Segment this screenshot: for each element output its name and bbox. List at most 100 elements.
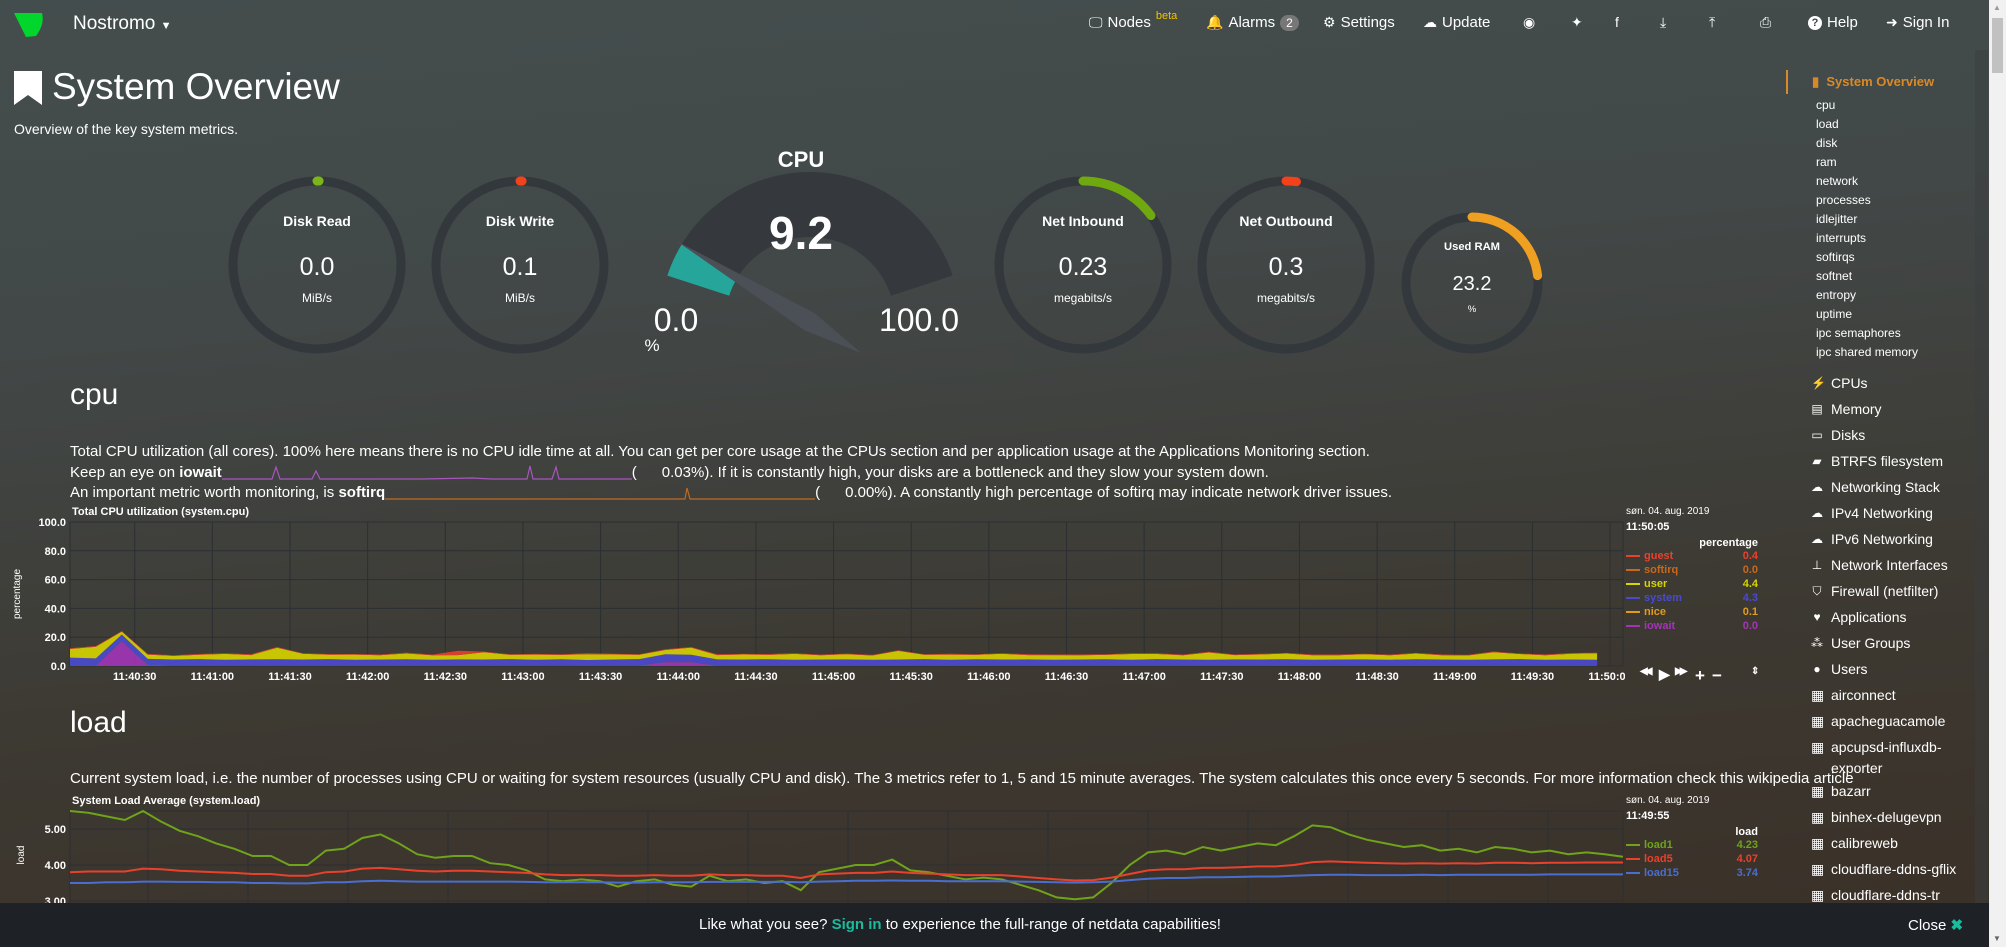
nav-update-button[interactable]: ☁ Update [1423,14,1490,31]
signin-link[interactable]: Sign in [831,916,882,933]
scroll-down-icon[interactable]: ▼ [1993,934,2001,943]
sidebar-subitem-load[interactable]: load [1816,117,1839,131]
sidebar-section-networking-stack[interactable]: ☁ Networking Stack [1811,479,1940,495]
sidebar-app-cloudflare-ddns-tr[interactable]: ▦ cloudflare-ddns-tr [1811,887,1961,906]
iowait-note: Keep an eye on iowait ( 0.03%). If it is… [70,463,1269,481]
legend-item-user[interactable]: user 4.4 [1626,578,1758,590]
gauge-net-inbound[interactable] [986,168,1180,362]
load-chart[interactable]: 3.00 4.00 5.00 load [0,790,1625,903]
rewind-icon[interactable]: ◀◀ [1640,666,1653,677]
zoom-out-icon[interactable]: − [1712,666,1722,685]
zoom-in-icon[interactable]: + [1695,666,1705,685]
active-indicator [1786,70,1788,94]
sidebar-section-memory[interactable]: ▤ Memory [1811,401,1882,417]
sidebar-app-bazarr[interactable]: ▦ bazarr [1811,783,1961,802]
sidebar-subitem-ipc-shared-memory[interactable]: ipc shared memory [1816,345,1919,359]
sidebar-subitem-disk[interactable]: disk [1816,136,1838,150]
sidebar-app-cloudflare-ddns-gflix[interactable]: ▦ cloudflare-ddns-gflix [1811,861,1961,880]
scrollbar-thumb[interactable] [1992,18,2003,73]
sidebar-app-binhex-delugevpn[interactable]: ▦ binhex-delugevpn [1811,809,1961,828]
area-guest [70,631,1598,656]
nav-nodes-button[interactable]: 🖵 Nodes beta [1089,10,1177,32]
nav-help-button[interactable]: ? Help [1808,14,1858,31]
gauge-disk-read[interactable] [220,168,414,362]
x-tick-label: 11:40:30 [113,671,156,683]
nav-twitter-button[interactable]: ✦ [1571,14,1583,31]
sidebar-item-system-overview[interactable]: ▮ System Overview [1812,74,1934,90]
node-name: Nostromo [73,13,156,34]
sidebar-subitem-ipc-semaphores[interactable]: ipc semaphores [1816,326,1901,340]
sidebar-app-calibreweb[interactable]: ▦ calibreweb [1811,835,1961,854]
gauge-unit: MiB/s [302,291,332,305]
iowait-sparkline[interactable] [221,463,632,481]
close-banner-button[interactable]: Close ✖ [1908,916,1963,934]
sidebar-section-ipv4-networking[interactable]: ☁ IPv4 Networking [1811,505,1933,521]
sidebar-section-user-groups[interactable]: ⁂ User Groups [1811,635,1910,651]
sidebar-section-network-interfaces[interactable]: ⊥ Network Interfaces [1811,557,1948,573]
cpu-gauge-unit: % [644,336,660,355]
sidebar-app-apcupsd-influxdb-exporter[interactable]: ▦ apcupsd-influxdb-exporter [1811,739,1961,779]
sidebar-subitem-network[interactable]: network [1816,174,1859,188]
nav-facebook-button[interactable]: f [1615,14,1619,30]
sidebar-section-cpus[interactable]: ⚡ CPUs [1811,375,1868,391]
fast-forward-icon[interactable]: ▶▶ [1675,666,1688,677]
legend-item-load15[interactable]: load15 3.74 [1626,867,1758,879]
legend-item-iowait[interactable]: iowait 0.0 [1626,620,1758,632]
nav-print-button[interactable]: ⎙ [1760,14,1771,31]
x-tick-label: 11:42:00 [346,671,389,683]
x-tick-label: 11:48:00 [1278,671,1321,683]
netdata-logo-icon[interactable] [12,10,46,40]
legend-swatch [1626,872,1640,874]
grid-icon: ▦ [1811,783,1825,799]
sidebar-subitem-interrupts[interactable]: interrupts [1816,231,1867,245]
legend-item-load1[interactable]: load1 4.23 [1626,839,1758,851]
sidebar-subitem-softnet[interactable]: softnet [1816,269,1853,283]
sidebar-section-ipv6-networking[interactable]: ☁ IPv6 Networking [1811,531,1933,547]
heartbeat-icon: ♥ [1813,610,1821,624]
gauge-disk-write[interactable] [423,168,617,362]
resize-icon[interactable]: ⇕ [1751,666,1760,677]
sidebar-subitem-processes[interactable]: processes [1816,193,1871,207]
sidebar-label: System Overview [1826,74,1935,89]
nav-upload-button[interactable]: ⤒ [1709,14,1715,31]
sidebar-section-btrfs-filesystem[interactable]: ▰ BTRFS filesystem [1811,453,1943,469]
sidebar-subitem-entropy[interactable]: entropy [1816,288,1857,302]
nav-settings-button[interactable]: ⚙ Settings [1323,14,1395,31]
nav-download-button[interactable]: ⤓ [1660,14,1666,31]
sidebar-subitem-cpu[interactable]: cpu [1816,98,1836,112]
legend-item-nice[interactable]: nice 0.1 [1626,606,1758,618]
legend-item-load5[interactable]: load5 4.07 [1626,853,1758,865]
gauge-net-outbound[interactable] [1189,168,1383,362]
scroll-up-icon[interactable]: ▲ [1993,3,2001,12]
gauge-used-ram[interactable] [1393,204,1551,362]
sidebar-section-users[interactable]: ● Users [1811,661,1867,677]
sidebar-label: IPv4 Networking [1831,505,1933,521]
sidebar-subitem-uptime[interactable]: uptime [1816,307,1853,321]
legend-item-softirq[interactable]: softirq 0.0 [1626,564,1758,576]
y-tick-label: 0.0 [51,661,66,673]
nav-github-button[interactable]: ◉ [1523,14,1535,31]
sidebar-section-applications[interactable]: ♥ Applications [1811,609,1906,625]
cpu-gauge[interactable] [640,140,970,380]
sidebar-app-airconnect[interactable]: ▦ airconnect [1811,687,1961,706]
sidebar-subitem-softirqs[interactable]: softirqs [1816,250,1855,264]
legend-item-system[interactable]: system 4.3 [1626,592,1758,604]
sidebar-subitem-ram[interactable]: ram [1816,155,1837,169]
cpu-chart[interactable]: 0.0 20.0 40.0 60.0 80.0 100.0 11:40:30 11:41:00… [0,500,1625,690]
sidebar-section-disks[interactable]: ▭ Disks [1811,427,1865,443]
sidebar-label: Memory [1831,401,1882,417]
legend-item-guest[interactable]: guest 0.4 [1626,550,1758,562]
nav-sign-in-button[interactable]: ➜ Sign In [1886,14,1949,31]
page-scrollbar[interactable]: ▲ ▼ [1989,0,2006,947]
section-heading-cpu: cpu [70,378,119,411]
node-name-dropdown[interactable]: Nostromo ▼ [73,13,172,35]
sidebar-section-firewall-netfilter-[interactable]: ⛉ Firewall (netfilter) [1811,583,1938,599]
play-icon[interactable]: ▶ [1659,666,1670,682]
sidebar-subitem-idlejitter[interactable]: idlejitter [1816,212,1858,226]
sidebar-label: Disks [1831,427,1866,443]
softirq-sparkline[interactable] [385,483,816,501]
sidebar-app-apacheguacamole[interactable]: ▦ apacheguacamole [1811,713,1961,732]
sidebar-scrollbar[interactable] [1975,50,1988,903]
question-icon: ? [1808,15,1822,30]
nav-alarms-button[interactable]: 🔔 Alarms 2 [1206,14,1299,31]
